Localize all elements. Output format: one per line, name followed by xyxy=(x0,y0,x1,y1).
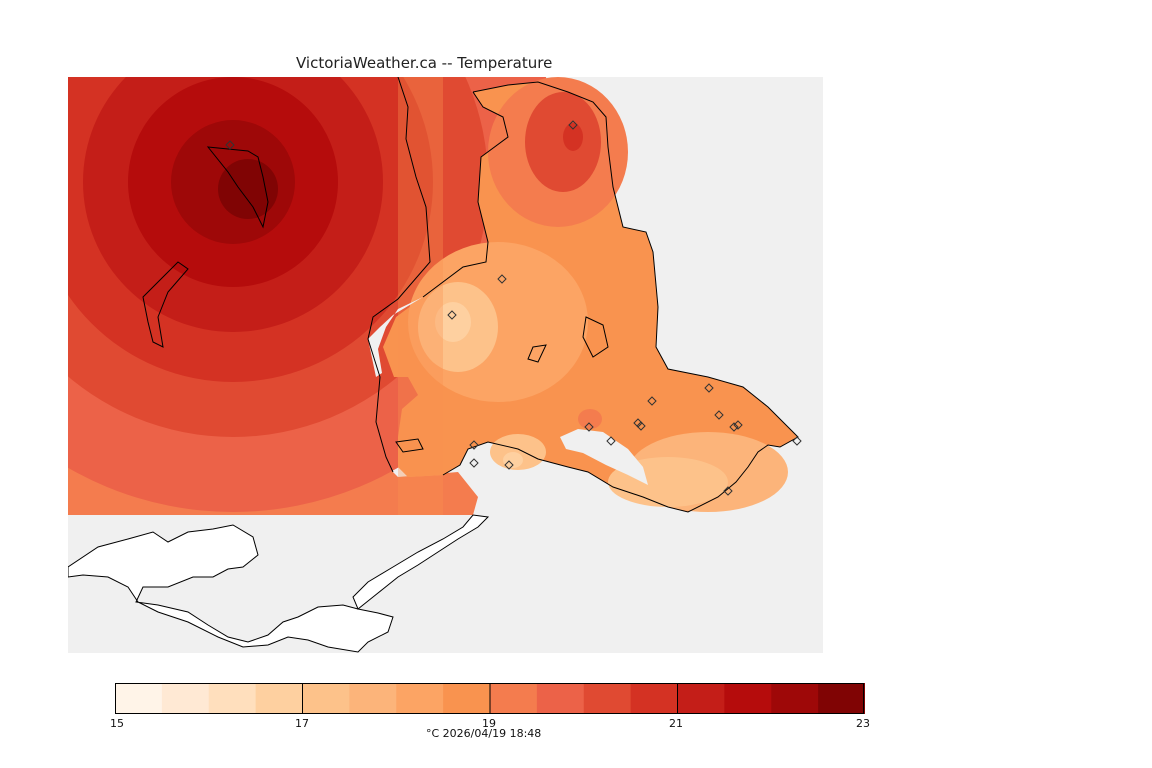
colorbar-swatch xyxy=(115,683,163,714)
tick-label: 21 xyxy=(669,717,683,730)
colorbar-swatch xyxy=(490,683,538,714)
saanich-inlet xyxy=(368,297,423,377)
colorbar-swatch xyxy=(208,683,257,714)
map-canvas xyxy=(67,76,823,653)
colorbar-caption: °C 2026/04/19 18:48 xyxy=(426,727,542,740)
esquimalt-harbour xyxy=(560,429,648,485)
colorbar-swatch xyxy=(396,683,444,714)
temperature-map xyxy=(67,76,823,653)
tick-label: 15 xyxy=(110,717,124,730)
peninsula-contours xyxy=(383,77,798,515)
tick-label: 23 xyxy=(856,717,870,730)
colorbar-swatch xyxy=(818,683,865,714)
weather-stations xyxy=(225,120,802,496)
colorbar-swatch xyxy=(443,683,491,714)
colorbar-swatch xyxy=(771,683,819,714)
colorbar-swatch xyxy=(583,683,632,714)
colorbar-swatch xyxy=(161,683,210,714)
tick-label: 19 xyxy=(482,717,496,730)
tick-label: 17 xyxy=(295,717,309,730)
colorbar-swatch xyxy=(630,683,679,714)
colorbar-swatch xyxy=(724,683,772,714)
colorbar-swatch xyxy=(536,683,585,714)
olympic-shore xyxy=(67,524,394,653)
colorbar-swatch xyxy=(302,683,350,714)
strait-shore xyxy=(352,514,490,610)
warm-core-contours xyxy=(68,77,563,512)
temperature-colorbar xyxy=(115,683,865,714)
colorbar-swatch xyxy=(255,683,304,714)
map-title: VictoriaWeather.ca -- Temperature xyxy=(296,54,553,72)
colorbar-swatch xyxy=(677,683,725,714)
colorbar-swatch xyxy=(349,683,397,714)
coastlines xyxy=(142,76,799,513)
